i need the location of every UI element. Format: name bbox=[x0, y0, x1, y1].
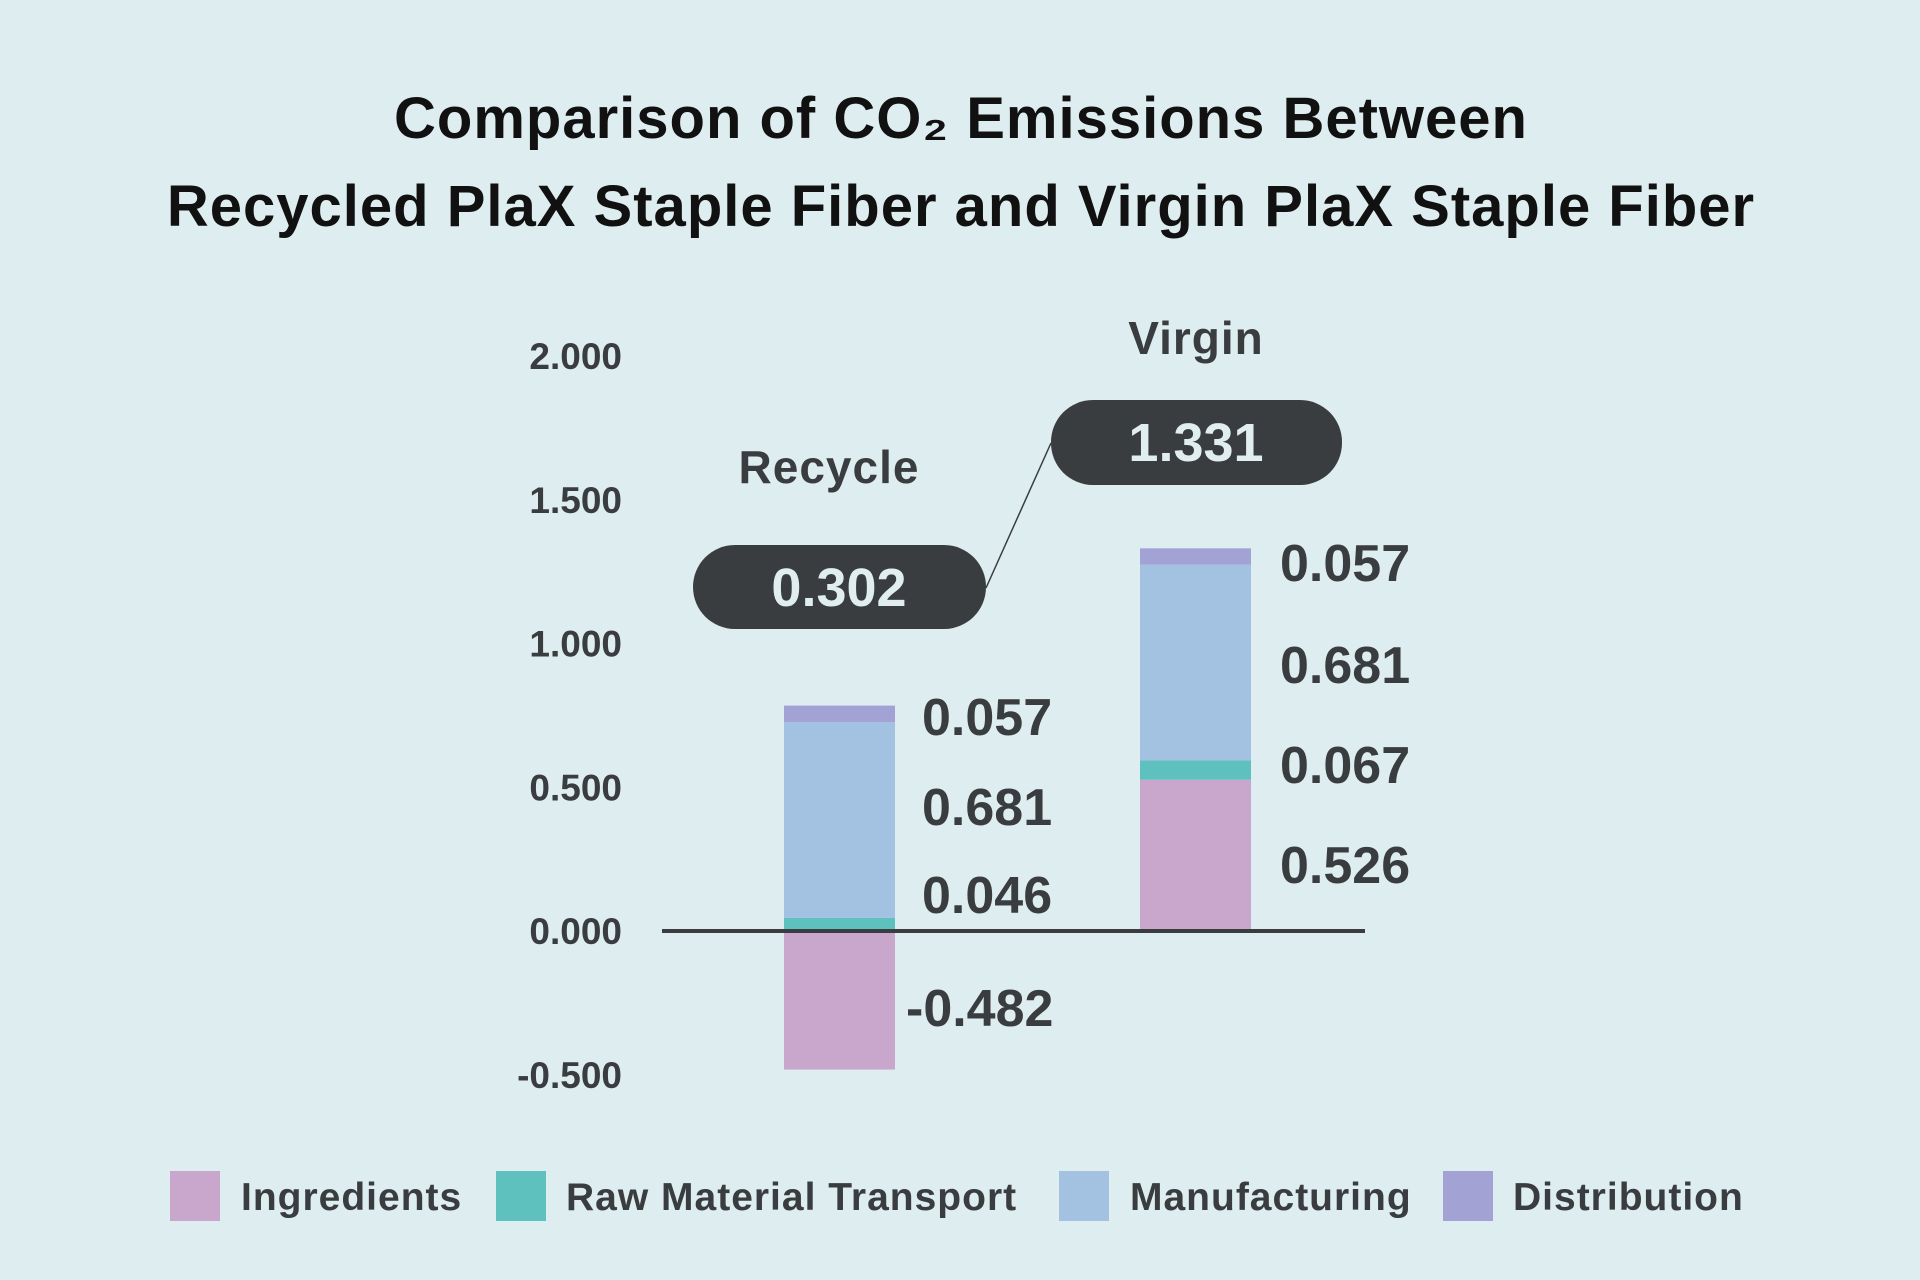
y-tick-label: 0.500 bbox=[529, 767, 622, 808]
value-labels: -0.482 0.046 0.681 0.057 0.526 0.067 0.681 0.05… bbox=[906, 535, 1410, 1038]
legend-label: Distribution bbox=[1513, 1176, 1744, 1219]
bar-segment-raw-material-transport bbox=[1140, 760, 1251, 780]
legend-swatch bbox=[1059, 1171, 1109, 1221]
chart-title-line-2: Recycled PlaX Staple Fiber and Virgin Pl… bbox=[167, 174, 1755, 239]
legend-swatch bbox=[496, 1171, 546, 1221]
total-pill-recycle bbox=[693, 545, 986, 629]
value-label: 0.681 bbox=[1280, 637, 1410, 695]
legend: Ingredients Raw Material Transport Manufac… bbox=[170, 1171, 1744, 1221]
legend-label: Raw Material Transport bbox=[566, 1176, 1017, 1219]
legend-swatch bbox=[1443, 1171, 1493, 1221]
total-pill-virgin bbox=[1051, 400, 1342, 485]
bar-segment-manufacturing bbox=[1140, 564, 1251, 761]
y-tick-label: 1.000 bbox=[529, 624, 622, 665]
value-label: 0.046 bbox=[922, 867, 1052, 925]
value-label: 0.057 bbox=[922, 689, 1052, 747]
value-label: 0.067 bbox=[1280, 737, 1410, 795]
value-label: 0.526 bbox=[1280, 837, 1410, 895]
y-tick-label: -0.500 bbox=[517, 1055, 622, 1096]
legend-swatch bbox=[170, 1171, 220, 1221]
bar-segment-raw-material-transport bbox=[784, 917, 895, 931]
legend-label: Ingredients bbox=[241, 1176, 462, 1219]
y-axis: 2.000 1.500 1.000 0.500 0.000 -0.500 bbox=[517, 336, 622, 1096]
total-label-recycle: 0.302 bbox=[771, 558, 906, 618]
category-label-virgin: Virgin bbox=[1128, 312, 1264, 364]
bar-segment-ingredients bbox=[784, 931, 895, 1070]
callout-connector bbox=[985, 442, 1052, 589]
value-label: 0.057 bbox=[1280, 535, 1410, 593]
bar-segment-distribution bbox=[1140, 548, 1251, 565]
bar-segment-manufacturing bbox=[784, 721, 895, 918]
value-label: -0.482 bbox=[906, 980, 1053, 1038]
category-label-recycle: Recycle bbox=[739, 441, 920, 493]
legend-label: Manufacturing bbox=[1130, 1176, 1412, 1219]
y-tick-label: 0.000 bbox=[529, 911, 622, 952]
bar-segment-distribution bbox=[784, 705, 895, 722]
value-label: 0.681 bbox=[922, 779, 1052, 837]
bars bbox=[784, 548, 1251, 1070]
y-tick-label: 2.000 bbox=[529, 336, 622, 377]
y-tick-label: 1.500 bbox=[529, 480, 622, 521]
bar-segment-ingredients bbox=[1140, 779, 1251, 931]
total-label-virgin: 1.331 bbox=[1128, 413, 1263, 473]
chart-title-line-1: Comparison of CO₂ Emissions Between bbox=[394, 86, 1528, 151]
